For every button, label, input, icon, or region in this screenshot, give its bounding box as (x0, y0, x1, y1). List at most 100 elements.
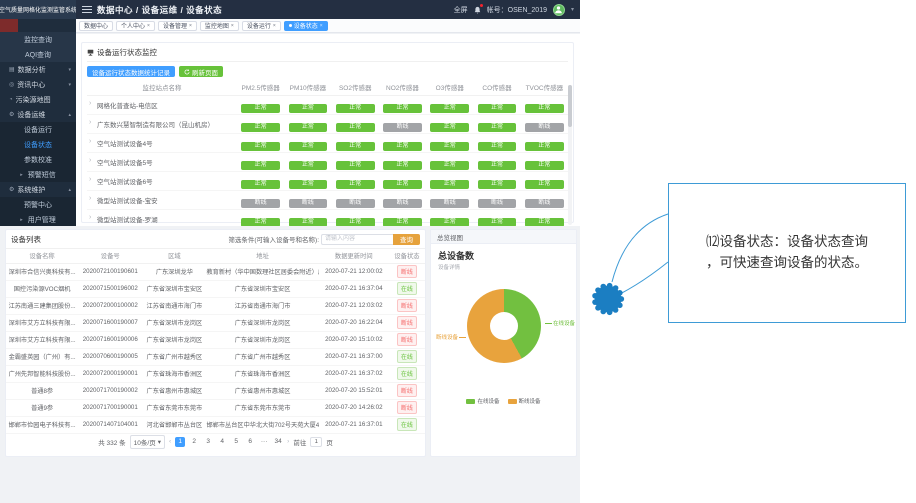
tab-close-icon[interactable]: × (147, 22, 150, 29)
sensor-status-badge: 正常 (430, 160, 470, 170)
device-address: 广东省东莞市东莞市 (206, 399, 319, 417)
device-region: 广东省广州市越秀区 (142, 348, 207, 366)
sensor-status-badge: 正常 (335, 160, 375, 170)
device-row[interactable]: 广州先邦智能科技股份... 2020072000190001 广东省珠海市香洲区 广东… (6, 365, 425, 383)
device-row[interactable]: 深圳市艾方立科技有限... 2020071600190007 广东省深圳市龙岗区 广东… (6, 314, 425, 332)
hamburger-menu-icon[interactable] (82, 6, 92, 13)
monitor-row[interactable]: › 广东数兴慧智制造有限公司（昆山机房） 正常 正常 正常 断线 正常 正常 断线 (87, 114, 568, 134)
row-expand-icon[interactable]: › (89, 194, 92, 202)
tab-1[interactable]: 数据中心 (79, 20, 114, 31)
refresh-button-label: 刷新页面 (192, 69, 218, 77)
row-expand-icon[interactable]: › (89, 99, 92, 107)
sensor-status-badge: 正常 (241, 103, 281, 113)
device-row[interactable]: 金霸盛英园（广州）有... 2020070600190005 广东省广州市越秀区 广东… (6, 348, 425, 366)
status-record-button[interactable]: 设备运行状态数据统计记录 (87, 66, 175, 77)
station-name: 空气站测试设备6号 (97, 178, 153, 186)
sidebar-item-8[interactable]: 设备状态 (0, 137, 76, 152)
sidebar-item-1[interactable]: 监控查询 (0, 32, 76, 47)
tab-6[interactable]: 设备状态 × (283, 20, 328, 31)
monitor-col-header: CO传感器 (473, 80, 521, 96)
page-number-4[interactable]: 4 (220, 437, 224, 445)
sidebar-item-4[interactable]: ◎ 资讯中心 ▾ (0, 77, 76, 92)
device-name: 金霸盛英园（广州）有... (6, 348, 79, 366)
monitor-row[interactable]: › 微型站测试设备-宝安 断线 断线 断线 断线 断线 断线 断线 (87, 190, 568, 210)
device-status-badge: 断线 (396, 333, 417, 346)
sidebar-item-11[interactable]: ⚙ 系统维护 ▴ (0, 182, 76, 197)
row-expand-icon[interactable]: › (89, 213, 92, 221)
monitor-icon (87, 49, 94, 56)
tab-5[interactable]: 设备运行 × (241, 20, 281, 31)
tab-4[interactable]: 监控地图 × (199, 20, 239, 31)
monitor-row[interactable]: › 微型站测试设备-罗湖 正常 正常 正常 正常 正常 正常 正常 (87, 209, 568, 229)
station-name: 空气站测试设备4号 (97, 140, 153, 148)
device-row[interactable]: 邯郸市俭园电子科技有... 2020071407104001 河北省邯郸市丛台区 邯郸… (6, 416, 425, 434)
sidebar-item-3[interactable]: ▤ 数据分析 ▾ (0, 62, 76, 77)
refresh-button[interactable]: 刷新页面 (179, 66, 223, 77)
device-row[interactable]: 国控污染源VOC烟机 2020071500196002 广东省深圳市宝安区 广东省深圳… (6, 280, 425, 298)
sidebar-item-10[interactable]: ▸ 预警短信 (0, 167, 76, 182)
device-row[interactable]: 深圳市合信兴奥科技有... 2020072100190601 广东深圳龙华 教育新村（… (6, 263, 425, 281)
monitor-row[interactable]: › 网格化普查站-电信区 正常 正常 正常 正常 正常 正常 正常 (87, 95, 568, 115)
device-row[interactable]: 普通9参 2020071700190001 广东省东莞市东莞市 广东省东莞市东莞市 20… (6, 399, 425, 417)
account-label: 帐号：OSEN_2019 (486, 6, 547, 14)
notification-bell-icon[interactable] (474, 3, 483, 14)
tab-3[interactable]: 设备管理 × (157, 20, 197, 31)
device-status-badge: 断线 (396, 265, 417, 278)
row-expand-icon[interactable]: › (89, 137, 92, 145)
user-avatar[interactable] (552, 3, 565, 16)
page-number-1[interactable]: 1 (175, 436, 186, 447)
device-row[interactable]: 江苏南通三建集团股份... 2020072000100002 江苏省南通市海门市 江苏… (6, 297, 425, 315)
monitor-table-scrollbar[interactable] (568, 85, 572, 225)
legend-swatch (507, 398, 517, 404)
monitor-row[interactable]: › 空气站测试设备4号 正常 正常 正常 正常 正常 正常 正常 (87, 133, 568, 153)
per-page-select[interactable]: 10条/页 ▾ (129, 434, 165, 449)
device-region: 广东省惠州市惠城区 (142, 382, 207, 400)
sensor-status-badge: 正常 (288, 122, 328, 132)
row-expand-icon[interactable]: › (89, 156, 92, 164)
sidebar-item-icon: ▤ (9, 67, 15, 73)
sensor-status-badge: 断线 (383, 198, 422, 208)
sidebar-item-12[interactable]: 预警中心 (0, 197, 76, 212)
device-status-badge: 断线 (396, 401, 417, 414)
device-row[interactable]: 普通8参 2020071700190002 广东省惠州市惠城区 广东省惠州市惠城区 20… (6, 382, 425, 400)
page-number-34[interactable]: 34 (274, 437, 282, 445)
monitor-row[interactable]: › 空气站测试设备5号 正常 正常 正常 正常 正常 正常 正常 (87, 152, 568, 172)
page-number-5[interactable]: 5 (234, 437, 238, 445)
sidebar-item-7[interactable]: 设备运行 (0, 122, 76, 137)
sidebar-item-6[interactable]: ⚙ 设备运维 ▴ (0, 107, 76, 122)
search-input[interactable] (321, 233, 393, 245)
device-address: 广东省惠州市惠城区 (206, 382, 319, 400)
page-number-3[interactable]: 3 (206, 437, 210, 445)
sidebar-item-13[interactable]: ▸ 用户管理 (0, 212, 76, 226)
device-list-header: 设备列表 筛选条件(可输入设备号和名称): 查询 (6, 230, 425, 249)
tab-close-icon[interactable]: × (188, 22, 192, 29)
device-name: 深圳市艾方立科技有限... (6, 314, 79, 332)
tab-close-icon[interactable]: × (230, 22, 234, 29)
jump-page-input[interactable] (310, 436, 323, 447)
scrollbar-thumb[interactable] (568, 85, 572, 127)
device-row[interactable]: 深圳市艾方立科技有限... 2020071600190006 广东省深圳市龙岗区 广东… (6, 331, 425, 349)
device-sn: 2020071600190006 (78, 331, 143, 349)
legend-item[interactable]: 在线设备 (466, 397, 500, 405)
tab-close-icon[interactable]: × (272, 22, 276, 29)
legend-item[interactable]: 断线设备 (507, 397, 541, 405)
next-page-button[interactable]: › (287, 438, 290, 445)
fullscreen-button[interactable]: 全屏 (453, 6, 468, 14)
device-sn: 2020072100190601 (78, 263, 143, 281)
user-menu-caret-icon[interactable]: ▾ (570, 7, 574, 13)
row-expand-icon[interactable]: › (89, 175, 92, 183)
device-status-badge: 在线 (396, 350, 417, 363)
page-number-2[interactable]: 2 (192, 437, 196, 445)
row-expand-icon[interactable]: › (89, 118, 92, 126)
filter-bar: 筛选条件(可输入设备号和名称): 查询 (228, 233, 420, 245)
monitor-row[interactable]: › 空气站测试设备6号 正常 正常 正常 正常 正常 正常 正常 (87, 171, 568, 191)
page-number-6[interactable]: 6 (248, 437, 252, 445)
tab-close-icon[interactable]: × (319, 22, 323, 29)
search-button[interactable]: 查询 (393, 233, 420, 245)
device-status-donut-chart[interactable] (467, 289, 541, 363)
sidebar-item-2[interactable]: AQI查询 (0, 47, 76, 62)
sidebar-item-9[interactable]: 参数校准 (0, 152, 76, 167)
sidebar-item-5[interactable]: ◔ 污染源地图 (0, 92, 76, 107)
tab-2[interactable]: 个人中心 × (116, 20, 155, 31)
prev-page-button[interactable]: ‹ (168, 438, 172, 445)
